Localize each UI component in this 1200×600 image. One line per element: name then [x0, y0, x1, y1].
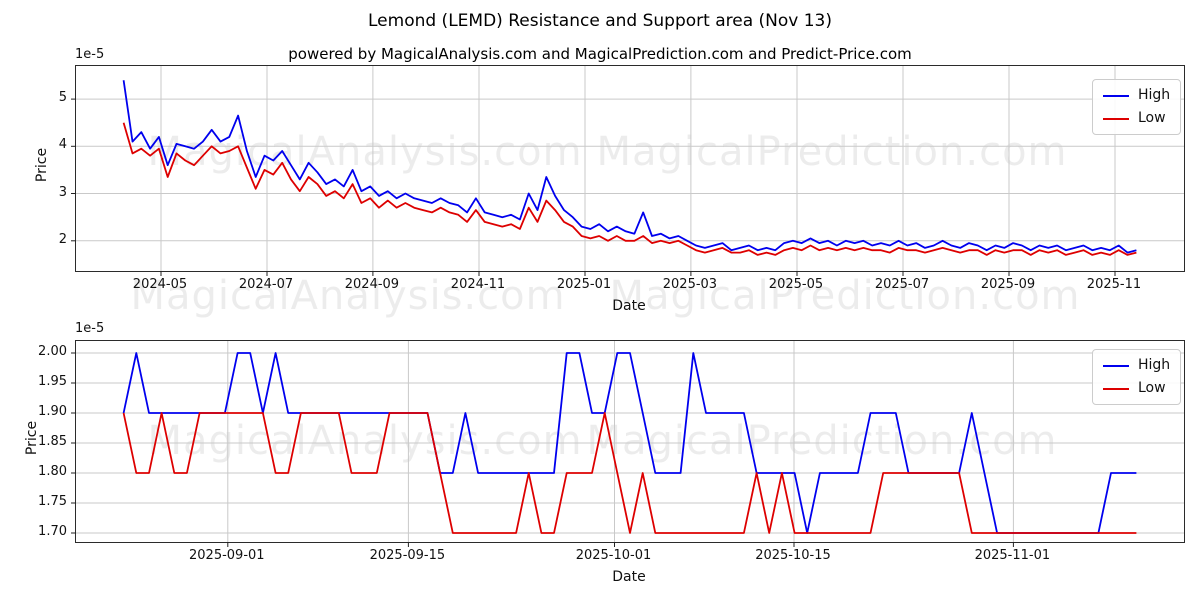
x-tick-label: 2025-11-01 — [974, 548, 1051, 563]
x-tick-label: 2025-11 — [1086, 277, 1142, 292]
high-line-swatch-icon — [1103, 94, 1129, 97]
bottom-chart-high-low-lines — [71, 341, 1184, 547]
x-tick-label: 2025-01 — [556, 277, 612, 292]
y-tick-label: 4 — [58, 137, 67, 153]
figure-subtitle: powered by MagicalAnalysis.com and Magic… — [288, 45, 912, 63]
y-tick-label: 1.80 — [38, 464, 67, 479]
legend-high-label: High — [1138, 87, 1171, 103]
y-tick-label: 1.95 — [38, 374, 67, 389]
legend-item-high: High — [1103, 87, 1170, 104]
bottom-chart-x-axis-label: Date — [612, 569, 646, 585]
top-chart-legend: High Low — [1092, 79, 1182, 135]
top-chart-high-low-lines — [71, 66, 1184, 276]
legend-item-low: Low — [1103, 380, 1170, 397]
y-tick-label: 1.75 — [38, 494, 67, 509]
y-tick-label: 3 — [58, 184, 67, 200]
x-tick-label: 2025-10-15 — [755, 548, 831, 563]
y-tick-label: 1.70 — [38, 524, 67, 539]
x-tick-label: 2025-10-01 — [575, 548, 652, 563]
top-chart-offset-multiplier: 1e-5 — [75, 47, 105, 62]
y-tick-label: 1.90 — [38, 404, 67, 419]
x-tick-label: 2024-09 — [344, 277, 400, 292]
legend-low-label: Low — [1138, 110, 1166, 126]
legend-high-label: High — [1138, 357, 1171, 373]
x-tick-label: 2025-09-01 — [189, 548, 265, 563]
x-tick-label: 2024-11 — [450, 277, 506, 292]
bottom-chart-legend: High Low — [1092, 349, 1182, 405]
watermark-magicalprediction: MagicalPrediction.com — [609, 273, 1081, 319]
figure-title: Lemond (LEMD) Resistance and Support are… — [368, 11, 832, 31]
x-tick-label: 2025-03 — [662, 277, 718, 292]
x-tick-label: 2025-05 — [768, 277, 824, 292]
x-tick-label: 2024-05 — [132, 277, 188, 292]
low-line-swatch-icon — [1103, 387, 1129, 390]
x-tick-label: 2025-07 — [874, 277, 930, 292]
watermark-magicalanalysis: MagicalAnalysis.com — [130, 273, 566, 319]
y-tick-label: 5 — [58, 90, 67, 106]
y-tick-label: 2 — [58, 231, 67, 247]
low-line-swatch-icon — [1103, 117, 1129, 120]
x-tick-label: 2024-07 — [238, 277, 294, 292]
watermark-magicalprediction: MagicalPrediction.com — [596, 129, 1068, 175]
watermark-magicalanalysis: MagicalAnalysis.com — [147, 418, 583, 464]
y-tick-label: 2.00 — [38, 344, 67, 359]
bottom-chart-plot-area — [71, 340, 1185, 547]
bottom-chart-offset-multiplier: 1e-5 — [75, 321, 105, 336]
top-chart-plot-area — [71, 65, 1185, 276]
legend-item-high: High — [1103, 357, 1170, 374]
y-tick-label: 1.85 — [38, 434, 67, 449]
legend-item-low: Low — [1103, 110, 1170, 127]
high-line-swatch-icon — [1103, 364, 1129, 367]
x-tick-label: 2025-09 — [980, 277, 1036, 292]
top-chart-x-axis-label: Date — [612, 298, 646, 314]
legend-low-label: Low — [1138, 380, 1166, 396]
x-tick-label: 2025-09-15 — [369, 548, 446, 563]
